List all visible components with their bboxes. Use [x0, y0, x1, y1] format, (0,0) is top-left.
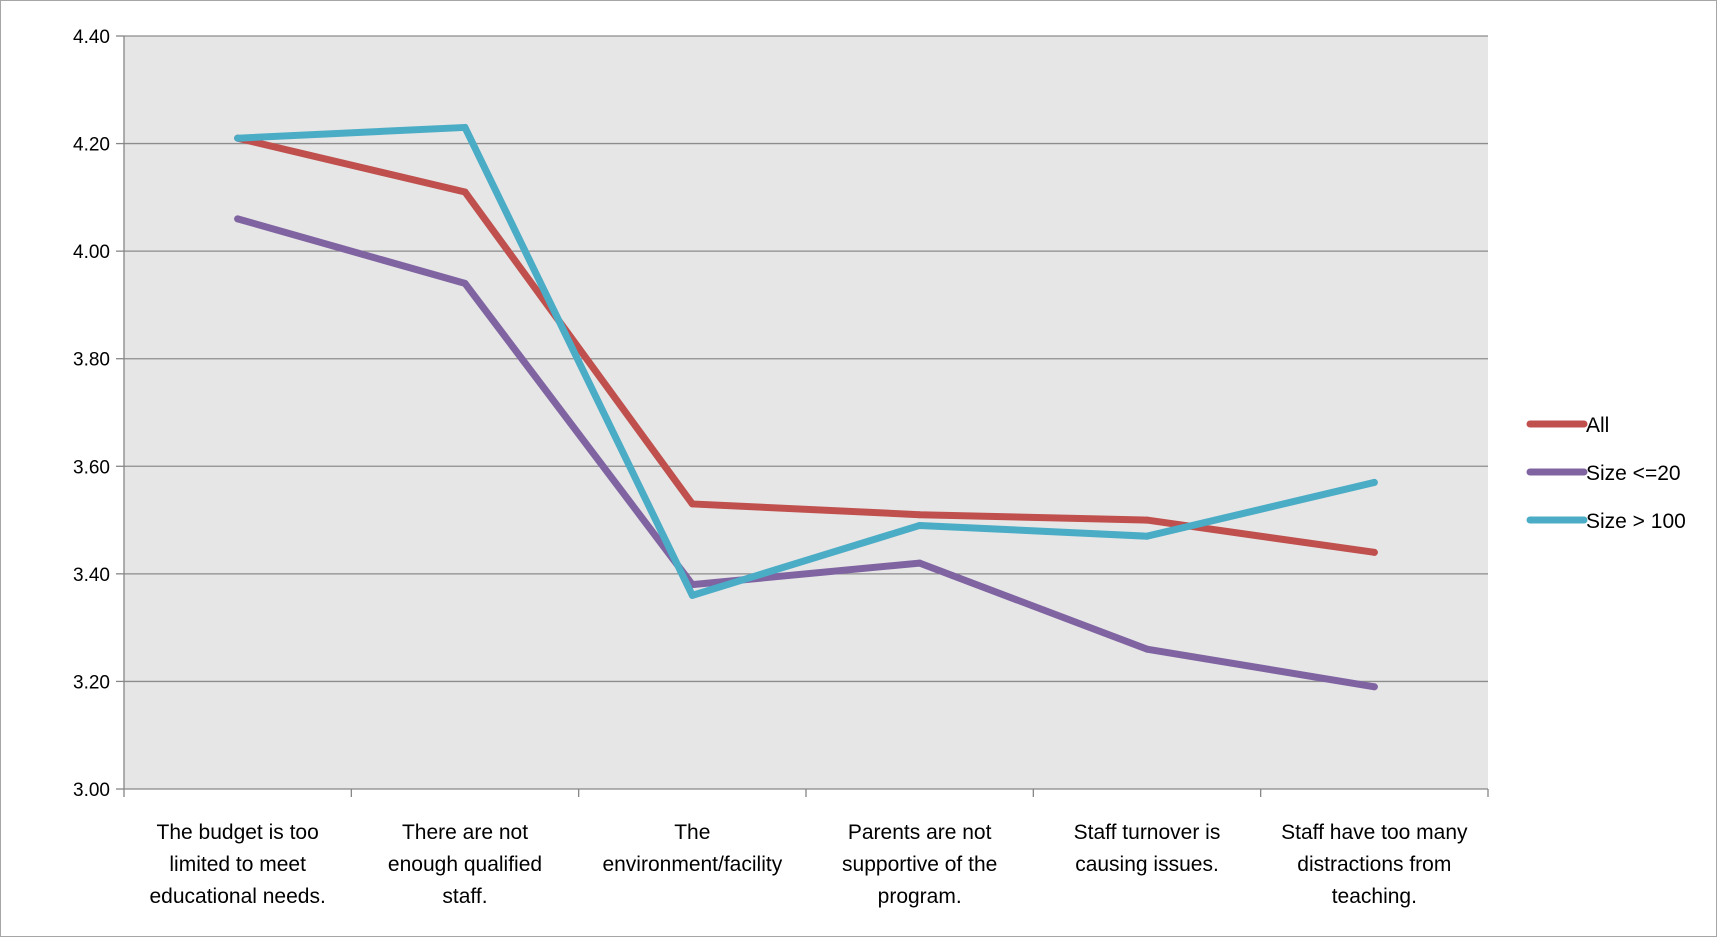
- x-tick-label: Staff turnover is: [1074, 821, 1221, 844]
- y-tick-label: 3.00: [73, 780, 110, 801]
- plot-background: [124, 36, 1488, 789]
- series-line-2: [234, 123, 1378, 599]
- data-point: [1370, 683, 1378, 691]
- data-point: [916, 521, 924, 529]
- plot-area: [124, 35, 1488, 789]
- legend-label: Size > 100: [1586, 510, 1686, 533]
- legend: All Size <=20 Size > 100: [1526, 414, 1686, 533]
- data-point: [916, 511, 924, 519]
- data-point: [916, 559, 924, 567]
- data-point: [1370, 478, 1378, 486]
- axes: 3.00 3.20 3.40 3.60 3.80 4.00 4.20 4.40 The budg…: [73, 27, 1489, 908]
- y-tick-label: 4.00: [73, 242, 110, 263]
- y-tick-label: 4.20: [73, 135, 110, 156]
- data-point: [234, 134, 242, 142]
- y-tick-label: 3.80: [73, 350, 110, 371]
- y-tick-label: 4.40: [73, 27, 110, 48]
- data-point: [688, 591, 696, 599]
- x-tick-label: staff.: [442, 885, 487, 908]
- legend-label: Size <=20: [1586, 462, 1681, 485]
- y-tick-label: 3.20: [73, 672, 110, 693]
- y-tick-label: 3.60: [73, 457, 110, 478]
- x-tick-label: The budget is too: [157, 821, 319, 844]
- x-tick-label: The: [674, 821, 710, 844]
- data-point: [234, 215, 242, 223]
- x-tick-label: Staff have too many: [1281, 821, 1468, 844]
- x-tick-label: environment/facility: [602, 853, 782, 876]
- legend-label: All: [1586, 414, 1609, 437]
- data-point: [461, 279, 469, 287]
- data-point: [1143, 516, 1151, 524]
- x-tick-label: distractions from: [1297, 853, 1451, 876]
- data-point: [688, 500, 696, 508]
- x-tick-label: educational needs.: [150, 885, 326, 908]
- x-tick-label: Parents are not: [848, 821, 992, 844]
- data-point: [1143, 532, 1151, 540]
- series-line-1: [234, 215, 1378, 691]
- x-tick-label: causing issues.: [1075, 853, 1219, 876]
- x-tick-label: limited to meet: [169, 853, 306, 876]
- data-point: [461, 188, 469, 196]
- x-tick-label: teaching.: [1332, 885, 1417, 908]
- data-point: [1370, 548, 1378, 556]
- y-tick-label: 3.40: [73, 565, 110, 586]
- data-point: [461, 123, 469, 131]
- x-tick-label: supportive of the: [842, 853, 997, 876]
- x-tick-label: enough qualified: [388, 853, 542, 876]
- x-tick-label: program.: [878, 885, 962, 908]
- x-tick-label: There are not: [402, 821, 528, 844]
- series-lines: [234, 123, 1378, 691]
- data-point: [1143, 645, 1151, 653]
